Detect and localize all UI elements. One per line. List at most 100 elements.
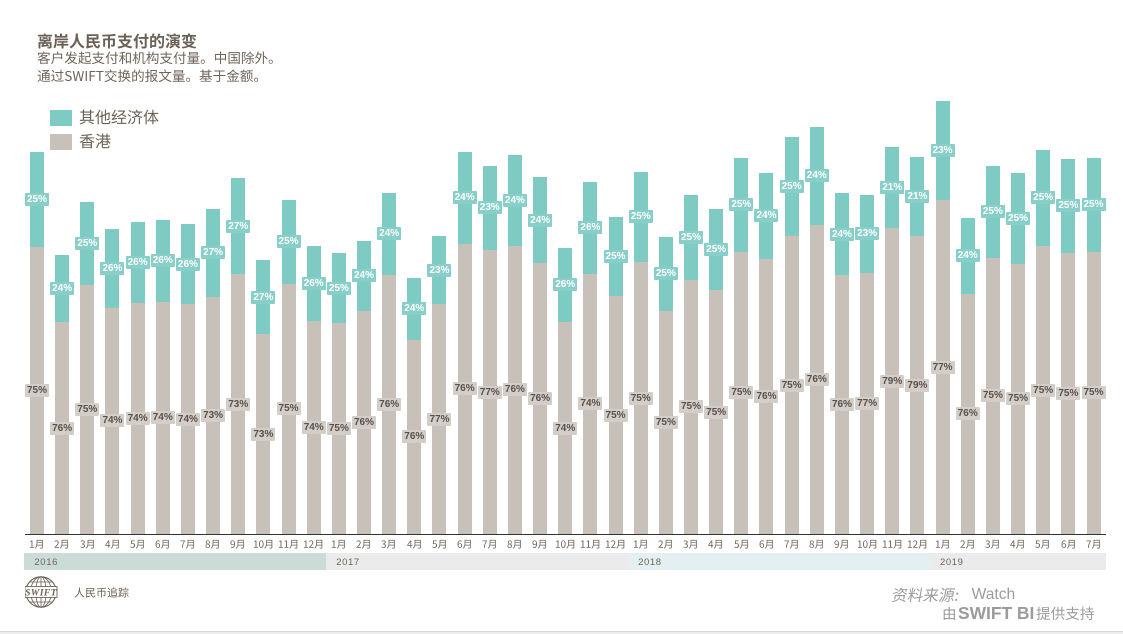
- text-shape: SWIFT: [25, 588, 58, 599]
- label-other-pct: 26%: [175, 257, 200, 271]
- text-glyphs-svg: [457, 539, 471, 549]
- path-shape: [663, 539, 672, 549]
- page-subtitle-line1: [37, 51, 282, 65]
- label-hongkong-pct: 74%: [100, 414, 125, 428]
- path-shape: [955, 591, 959, 601]
- label-hongkong-pct: 77%: [930, 360, 955, 374]
- label-other-pct: 26%: [553, 278, 578, 292]
- label-hongkong-pct: 76%: [402, 430, 427, 444]
- text-glyphs-svg: [935, 539, 949, 549]
- path-shape: [935, 540, 940, 548]
- path-shape: [205, 540, 211, 548]
- month-label-2017-10月: [555, 539, 576, 550]
- label-hongkong-pct: 75%: [603, 408, 628, 422]
- path-shape: [52, 32, 68, 49]
- path-shape: [532, 540, 538, 548]
- path-shape: [940, 539, 949, 549]
- label-other-pct: 25%: [679, 230, 704, 244]
- path-shape: [85, 539, 94, 549]
- path-shape: [236, 539, 245, 549]
- x-axis-line: [25, 534, 1106, 536]
- path-shape: [538, 539, 547, 549]
- path-shape: [200, 60, 205, 65]
- path-shape: [104, 69, 117, 82]
- legend-swatch-hong-kong: [49, 133, 72, 150]
- label-other-pct: 25%: [779, 180, 804, 194]
- path-shape: [336, 539, 345, 549]
- text-glyphs-svg: [1061, 539, 1075, 549]
- path-shape: [254, 51, 268, 65]
- path-shape: [253, 540, 258, 548]
- path-shape: [658, 540, 664, 548]
- path-shape: [867, 539, 876, 549]
- label-other-pct: 24%: [352, 269, 376, 283]
- path-shape: [462, 539, 471, 549]
- text-glyphs-svg: [834, 539, 848, 549]
- label-other-pct: 25%: [276, 235, 301, 249]
- bar-2018-7月: [784, 137, 799, 535]
- bar-2018-10月: [860, 194, 875, 535]
- path-shape: [437, 539, 446, 549]
- month-label-2017-12月: [605, 539, 626, 550]
- month-label-2017-7月: [482, 539, 498, 550]
- month-label-2018-11月: [882, 539, 903, 550]
- month-label-2016-4月: [104, 539, 121, 550]
- rect-shape: [24, 586, 57, 599]
- month-label-2019-6月: [1061, 539, 1077, 550]
- path-shape: [37, 69, 50, 82]
- path-shape: [759, 540, 764, 548]
- text-glyphs-svg: [37, 69, 258, 82]
- month-label-2016-12月: [303, 539, 324, 550]
- month-label-2016-9月: [230, 539, 246, 550]
- bar-2016-6月: [155, 220, 170, 535]
- label-other-pct: 24%: [377, 226, 402, 240]
- label-other-pct: 24%: [955, 249, 980, 263]
- month-label-2017-1月: [331, 539, 347, 550]
- path-shape: [714, 539, 723, 549]
- path-shape: [226, 69, 239, 82]
- powered-by-brand: SWIFT BI: [958, 603, 1035, 623]
- powered-by-suffix: [1035, 606, 1094, 622]
- path-shape: [95, 70, 103, 81]
- path-shape: [840, 539, 848, 549]
- path-shape: [172, 52, 186, 65]
- text-glyphs-svg: [633, 539, 647, 549]
- page-subtitle-line2: [37, 69, 267, 83]
- text-glyphs-svg: [943, 606, 955, 621]
- text-glyphs-svg: [104, 539, 119, 549]
- path-shape: [30, 540, 35, 548]
- text-glyphs-svg: [759, 539, 773, 549]
- label-hongkong-pct: 75%: [75, 403, 100, 417]
- path-shape: [938, 587, 956, 602]
- text-glyphs-svg: [784, 539, 798, 549]
- month-label-2017-5月: [431, 539, 448, 550]
- path-shape: [708, 540, 714, 548]
- path-shape: [118, 587, 129, 598]
- text-glyphs-svg: [79, 539, 94, 549]
- path-shape: [638, 539, 647, 549]
- month-label-2018-10月: [857, 539, 878, 550]
- path-shape: [387, 539, 396, 549]
- path-shape: [142, 110, 159, 125]
- text-glyphs-svg: [406, 539, 421, 549]
- label-hongkong-pct: 74%: [125, 412, 150, 426]
- month-label-2016-7月: [180, 539, 196, 550]
- bar-2017-2月: [357, 240, 371, 535]
- label-hongkong-pct: 75%: [276, 402, 301, 416]
- label-hongkong-pct: 76%: [452, 382, 477, 396]
- text-glyphs-svg: [891, 587, 959, 602]
- label-hongkong-pct: 75%: [1081, 386, 1106, 400]
- path-shape: [862, 540, 868, 548]
- path-shape: [239, 69, 253, 82]
- path-shape: [155, 540, 161, 548]
- text-glyphs-svg: [79, 109, 159, 125]
- label-hongkong-pct: 74%: [301, 420, 326, 434]
- text-glyphs-svg: [37, 51, 273, 65]
- path-shape: [186, 52, 200, 65]
- path-shape: [185, 539, 194, 549]
- text-glyphs-svg: [1035, 539, 1050, 549]
- bar-2018-6月: [759, 172, 774, 535]
- powered-by-line: SWIFT BI: [942, 603, 1102, 625]
- path-shape: [79, 110, 94, 125]
- text-glyphs-svg: [1010, 539, 1025, 549]
